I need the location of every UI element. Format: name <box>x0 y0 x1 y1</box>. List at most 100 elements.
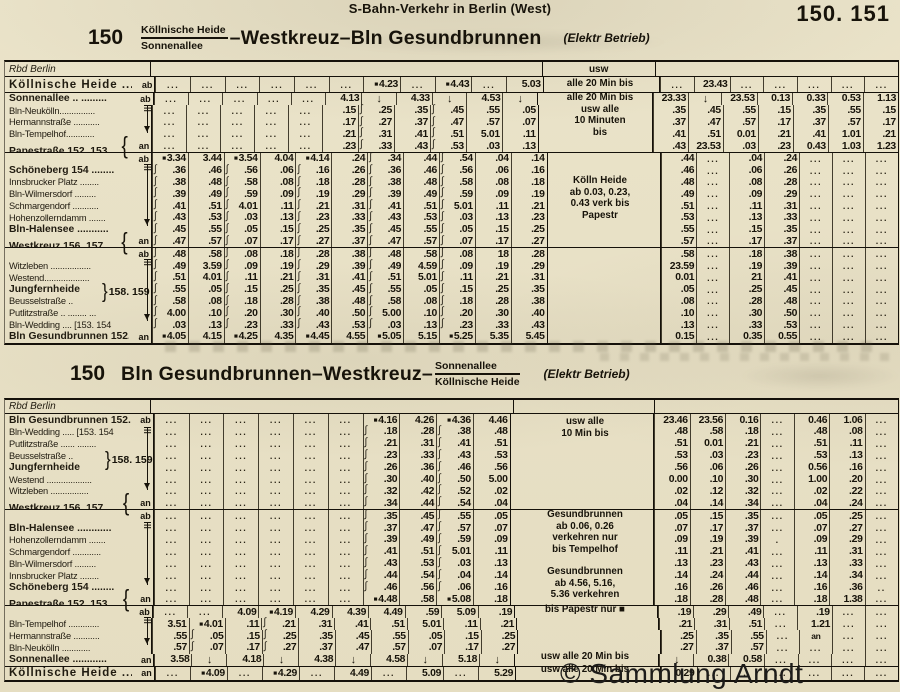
time-cell: ... <box>223 569 258 582</box>
time-cell: ... <box>327 581 363 594</box>
suffix-cell <box>128 62 151 76</box>
time-cell: .17 <box>757 116 793 129</box>
arrival-departure-cell <box>129 200 152 212</box>
time-cell: .28 <box>764 176 799 189</box>
station-label: Westkreuz 156. 157 .... <box>9 240 118 248</box>
time-cell: .32 <box>725 485 760 498</box>
table-row: Schöneberg 154 .........................… <box>5 581 898 594</box>
time-cell: .45 <box>764 283 799 296</box>
time-cell: ... <box>799 307 832 320</box>
wavy-line-icon <box>360 139 362 150</box>
station-cell: Schöneberg 154 ........ <box>5 165 129 177</box>
time-cell: ... <box>796 77 831 92</box>
traction-note: (Elektr Betrieb) <box>543 367 630 381</box>
time-cell: ... <box>696 223 729 236</box>
time-cell: ... <box>660 77 694 92</box>
arrival-departure-cell <box>131 473 154 486</box>
note-column-cell <box>546 319 662 331</box>
time-cell: 0.55 <box>764 330 799 343</box>
time-cell: ... <box>258 497 293 510</box>
table-row: Witzleben ..................493.59.09.19… <box>5 260 898 272</box>
time-cell: ... <box>190 77 225 92</box>
time-cell: ... <box>327 449 363 462</box>
time-cell: ... <box>152 140 186 152</box>
note-column-cell <box>509 534 655 546</box>
traction-note: (Elektr Betrieb) <box>563 31 650 45</box>
time-cell: .30 <box>259 307 296 320</box>
note-line: ab 4.56, 5.16, <box>554 577 616 589</box>
time-cell: .39 <box>362 534 400 546</box>
time-cell: ... <box>292 522 328 535</box>
wavy-line-icon <box>365 425 367 436</box>
time-cell: .11 <box>472 545 510 558</box>
time-cell: .06 <box>436 581 473 594</box>
wavy-line-icon <box>441 235 443 246</box>
wavy-line-icon <box>297 318 299 329</box>
time-cell: .03 <box>436 557 473 570</box>
arrival-departure-cell <box>129 283 152 296</box>
empty-cell <box>759 400 794 413</box>
time-cell: ... <box>864 510 898 523</box>
note-column-cell <box>542 77 661 92</box>
time-cell: .18 <box>472 593 510 606</box>
time-cell: ... <box>764 618 797 631</box>
time-cell: .45 <box>429 104 466 117</box>
time-cell: 23.56 <box>689 414 725 426</box>
time-cell: .11 <box>829 437 864 450</box>
time-cell: ... <box>292 510 328 523</box>
time-cell: .53 <box>399 557 436 570</box>
time-cell: .50 <box>331 307 367 320</box>
time-cell: ... <box>298 666 334 680</box>
station-label: Sonnenallee ............ <box>9 654 107 666</box>
time-cell: ... <box>220 104 254 117</box>
time-cell: .48 <box>151 248 188 261</box>
time-cell: .28 <box>331 176 367 189</box>
time-cell: . <box>760 534 793 546</box>
wavy-line-icon <box>365 437 367 448</box>
time-cell: ... <box>799 295 832 308</box>
wavy-line-icon <box>441 306 443 317</box>
note-column-cell <box>546 260 662 272</box>
time-cell: ... <box>832 260 865 272</box>
timetable-note: Gesundbrunnen ab 4.56, 5.16, 5.36 verkehre… <box>509 566 661 601</box>
wavy-line-icon <box>226 295 228 306</box>
time-cell: 0.16 <box>725 414 760 426</box>
time-cell: .57 <box>187 235 224 248</box>
time-cell: 4.16 <box>362 414 400 426</box>
time-cell: ... <box>864 152 898 165</box>
timetable-rows: Rbd Berlin usw Köllnische Heide .... ab....… <box>5 62 898 343</box>
time-cell: .21 <box>322 128 358 141</box>
time-cell: .51 <box>403 200 439 212</box>
time-cell: .35 <box>725 510 760 523</box>
wavy-line-icon <box>432 139 434 150</box>
table-row: Innsbrucker Platz .........38.48.58.08.1… <box>5 176 898 189</box>
time-cell: ... <box>832 618 865 631</box>
time-cell: .35 <box>393 104 430 117</box>
time-cell: ... <box>765 642 799 654</box>
station-cell <box>5 510 131 522</box>
time-cell: ... <box>292 485 328 498</box>
station-cell: Schöneberg 154 ........ <box>5 582 131 594</box>
arrival-departure-cell <box>130 642 153 654</box>
time-cell: .16 <box>295 164 331 177</box>
time-cell: ... <box>832 271 865 284</box>
time-cell: .53 <box>331 319 367 331</box>
line-group-ref: 158. 159 <box>105 450 153 470</box>
station-label: Innsbrucker Platz ........ <box>9 570 99 581</box>
time-cell: .31 <box>358 128 394 141</box>
time-cell: .19 <box>474 260 511 272</box>
time-cell: .31 <box>399 437 436 450</box>
time-cell: .04 <box>436 569 473 582</box>
time-cell: .39 <box>725 534 760 546</box>
time-cell: ... <box>760 485 793 498</box>
arrival-departure-cell: an <box>129 330 152 343</box>
arrival-departure-cell <box>129 211 152 224</box>
time-cell: ... <box>327 569 363 582</box>
time-cell: .19 <box>796 606 832 619</box>
time-cell: .07 <box>501 116 538 129</box>
black-square-icon <box>447 594 451 605</box>
time-cell: .05 <box>438 223 475 236</box>
black-square-icon <box>374 594 378 605</box>
time-cell: ... <box>371 666 406 680</box>
time-cell: ... <box>864 473 898 486</box>
